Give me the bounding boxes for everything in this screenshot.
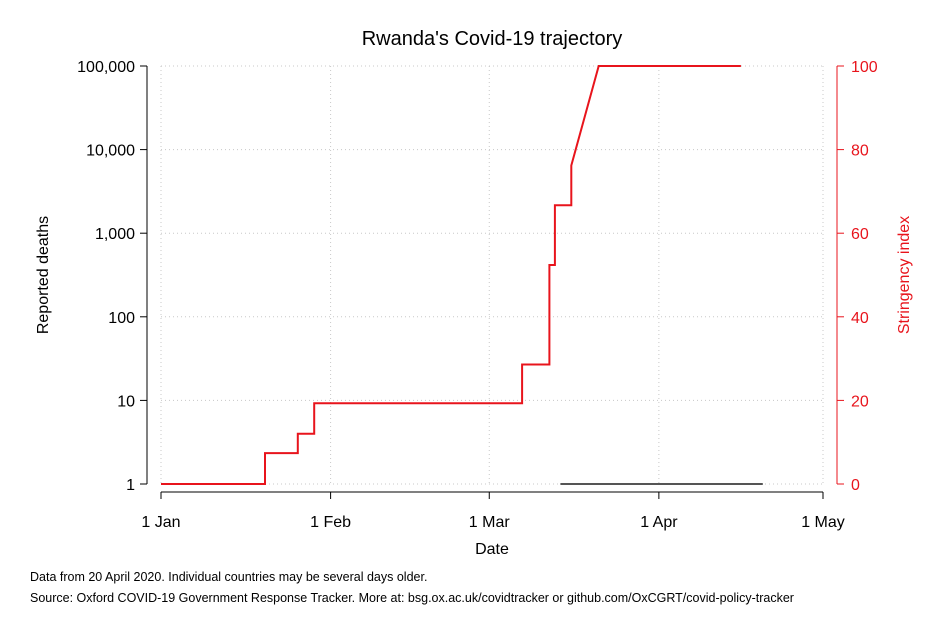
left-tick-label: 1,000 (95, 226, 135, 243)
right-tick-label: 20 (851, 393, 869, 410)
right-tick-label: 60 (851, 226, 869, 243)
x-tick-label: 1 May (801, 514, 845, 531)
series (161, 65, 763, 485)
y-axis-label-left: Reported deaths (35, 216, 52, 334)
data-note: Data from 20 April 2020. Individual coun… (30, 570, 428, 584)
left-tick-label: 100 (108, 310, 135, 327)
left-axis-ticks: 1 10 100 1,000 10,000 100,000 (77, 59, 147, 494)
left-tick-label: 1 (126, 477, 135, 494)
x-tick-label: 1 Mar (469, 514, 511, 531)
left-tick-label: 10,000 (86, 143, 135, 160)
grid (160, 65, 824, 485)
y-axis-label-right: Stringency index (896, 216, 913, 334)
source-note: Source: Oxford COVID-19 Government Respo… (30, 591, 794, 605)
right-tick-label: 100 (851, 59, 878, 76)
chart-title: Rwanda's Covid-19 trajectory (362, 28, 623, 50)
axes (146, 66, 838, 493)
right-tick-label: 0 (851, 477, 860, 494)
x-axis-label: Date (475, 541, 509, 558)
x-tick-label: 1 Apr (640, 514, 678, 531)
right-tick-label: 40 (851, 310, 869, 327)
x-tick-label: 1 Jan (141, 514, 180, 531)
x-tick-label: 1 Feb (310, 514, 351, 531)
left-tick-label: 10 (117, 393, 135, 410)
right-axis-ticks: 0 20 40 60 80 100 (837, 59, 878, 494)
left-tick-label: 100,000 (77, 59, 135, 76)
right-tick-label: 80 (851, 143, 869, 160)
x-axis-ticks: 1 Jan 1 Feb 1 Mar 1 Apr 1 May (141, 492, 845, 531)
stringency-index-line (161, 65, 741, 485)
